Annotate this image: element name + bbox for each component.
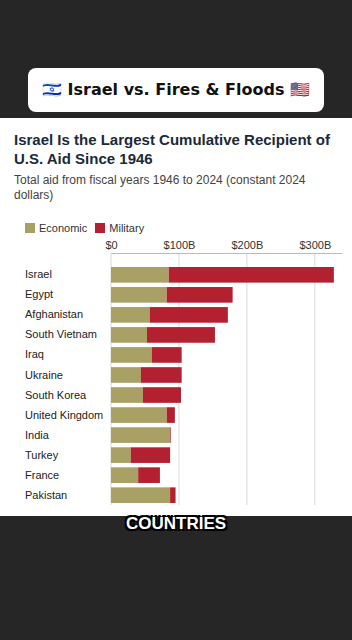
tick: Iraq (25, 348, 111, 360)
chart-svg: $0 $100B $200B $300B Israel Egypt Afghanistan S… (0, 238, 352, 516)
tick: $200B (231, 239, 263, 253)
series-group (111, 267, 170, 503)
chart-title: Israel Is the Largest Cumulative Recipie… (14, 130, 334, 168)
category-label: South Korea (25, 389, 87, 401)
header-banner: 🇮🇱 Israel vs. Fires & Floods 🇺🇸 (28, 68, 324, 112)
tick: India (25, 429, 111, 441)
category-label: Ukraine (25, 369, 63, 381)
category-label: Turkey (25, 449, 59, 461)
bar (167, 287, 233, 303)
tick: $300B (299, 239, 331, 253)
category-label: United Kingdom (25, 409, 103, 421)
tick: Israel (25, 268, 111, 280)
x-axis: $0 $100B $200B $300B (105, 239, 342, 254)
tick: Turkey (25, 449, 111, 461)
bar (111, 427, 170, 443)
legend-label: Military (109, 222, 144, 234)
bar (143, 387, 181, 403)
bar (131, 447, 170, 463)
bar (111, 287, 167, 303)
tick: France (25, 469, 111, 481)
bar (111, 267, 169, 283)
axis-line (112, 253, 343, 254)
bar (111, 467, 138, 483)
tick-label: $100B (164, 239, 196, 251)
bar (169, 267, 334, 283)
bar (111, 487, 170, 503)
bar (167, 407, 175, 423)
tick: United Kingdom (25, 409, 111, 421)
bar (152, 347, 182, 363)
grid-line (246, 253, 247, 505)
legend-swatch (25, 223, 35, 233)
grid-line (314, 253, 315, 505)
bars (111, 267, 334, 503)
bar (138, 467, 160, 483)
category-label: Iraq (25, 348, 44, 360)
tick: Afghanistan (25, 308, 111, 320)
bar (170, 427, 172, 443)
category-label: Pakistan (25, 489, 67, 501)
caption: COUNTRIES (0, 514, 352, 534)
bar (150, 307, 228, 323)
category-label: Israel (25, 268, 52, 280)
bar (141, 367, 182, 383)
tick: South Vietnam (25, 328, 111, 340)
tick: $0 (105, 239, 117, 253)
bar (111, 387, 143, 403)
category-label: Afghanistan (25, 308, 83, 320)
tick-label: $0 (105, 239, 117, 251)
tick: Ukraine (25, 369, 111, 381)
legend-label: Economic (39, 222, 87, 234)
grid (111, 253, 315, 505)
legend-swatch (95, 223, 105, 233)
bar (170, 487, 175, 503)
category-label: India (25, 429, 50, 441)
bar (111, 407, 167, 423)
bar (111, 307, 150, 323)
bar (111, 367, 141, 383)
bar (111, 347, 152, 363)
chart-subtitle: Total aid from fiscal years 1946 to 2024… (14, 173, 314, 203)
bar (111, 447, 131, 463)
tick: South Korea (25, 389, 111, 401)
legend-item: Economic (25, 222, 87, 234)
tick: $100B (164, 239, 196, 253)
legend: Economic Military (25, 222, 152, 234)
bar (147, 327, 215, 343)
series-group (131, 267, 334, 503)
y-axis: Israel Egypt Afghanistan South Vietnam Iraq U… (25, 268, 111, 500)
tick: Pakistan (25, 489, 111, 501)
category-label: France (25, 469, 59, 481)
category-label: Egypt (25, 288, 53, 300)
bar (111, 327, 147, 343)
category-label: South Vietnam (25, 328, 97, 340)
tick-label: $300B (299, 239, 331, 251)
tick-label: $200B (231, 239, 263, 251)
legend-item: Military (95, 222, 144, 234)
tick: Egypt (25, 288, 111, 300)
